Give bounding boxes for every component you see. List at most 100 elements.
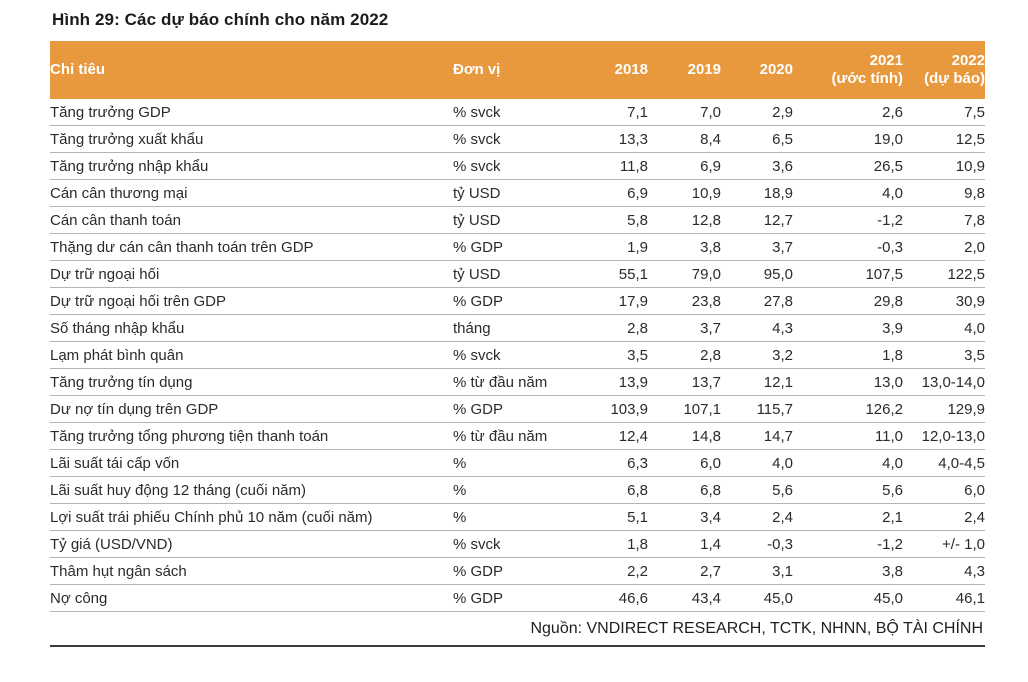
row-indicator: Cán cân thương mại xyxy=(50,179,453,207)
value-2021: 126,2 xyxy=(793,395,903,423)
value-2018: 1,9 xyxy=(568,233,648,261)
table-row: Cán cân thanh toán tỷ USD 5,8 12,8 12,7 -1,2 7… xyxy=(50,206,985,234)
value-2019: 2,8 xyxy=(648,341,721,369)
value-2018: 13,9 xyxy=(568,368,648,396)
value-2021: 3,9 xyxy=(793,314,903,342)
row-indicator: Dư nợ tín dụng trên GDP xyxy=(50,395,453,423)
row-unit: tỷ USD xyxy=(453,260,568,288)
value-2020: 3,6 xyxy=(721,152,793,180)
value-2018: 5,1 xyxy=(568,503,648,531)
value-2022: 4,0 xyxy=(903,314,985,342)
value-2019: 3,7 xyxy=(648,314,721,342)
row-indicator: Lợi suất trái phiếu Chính phủ 10 năm (cu… xyxy=(50,503,453,531)
row-unit: % GDP xyxy=(453,233,568,261)
col-header-2022-forecast: 2022 (dự báo) xyxy=(903,41,985,99)
value-2021: 11,0 xyxy=(793,422,903,450)
value-2019: 1,4 xyxy=(648,530,721,558)
row-indicator: Số tháng nhập khẩu xyxy=(50,314,453,342)
col-header-indicator: Chỉ tiêu xyxy=(50,41,453,99)
value-2019: 14,8 xyxy=(648,422,721,450)
value-2019: 79,0 xyxy=(648,260,721,288)
value-2021: 1,8 xyxy=(793,341,903,369)
value-2019: 6,8 xyxy=(648,476,721,504)
value-2018: 103,9 xyxy=(568,395,648,423)
value-2019: 6,0 xyxy=(648,449,721,477)
value-2022: 12,5 xyxy=(903,125,985,153)
value-2018: 7,1 xyxy=(568,99,648,126)
row-unit: % GDP xyxy=(453,557,568,585)
value-2019: 2,7 xyxy=(648,557,721,585)
table-row: Thâm hụt ngân sách% GDP 2,2 2,7 3,1 3,8 4,3 xyxy=(50,557,985,585)
value-2020: -0,3 xyxy=(721,530,793,558)
row-indicator: Tăng trưởng tín dụng xyxy=(50,368,453,396)
col-header-2021-estimate: 2021 (ước tính) xyxy=(793,41,903,99)
value-2022: 129,9 xyxy=(903,395,985,423)
row-indicator: Dự trữ ngoại hối trên GDP xyxy=(50,287,453,315)
row-indicator: Tăng trưởng tổng phương tiện thanh toán xyxy=(50,422,453,450)
value-2018: 6,9 xyxy=(568,179,648,207)
value-2018: 2,2 xyxy=(568,557,648,585)
value-2020: 5,6 xyxy=(721,476,793,504)
table-row: Tăng trưởng xuất khẩu% svck 13,3 8,4 6,5 19,… xyxy=(50,125,985,153)
source-note: Nguồn: VNDIRECT RESEARCH, TCTK, NHNN, BỘ… xyxy=(50,612,985,647)
value-2020: 3,7 xyxy=(721,233,793,261)
value-2020: 2,4 xyxy=(721,503,793,531)
row-unit: tỷ USD xyxy=(453,179,568,207)
row-unit: tháng xyxy=(453,314,568,342)
row-indicator: Tỷ giá (USD/VND) xyxy=(50,530,453,558)
value-2020: 18,9 xyxy=(721,179,793,207)
table-row: Cán cân thương mại tỷ USD 6,9 10,9 18,9 4,0 9,… xyxy=(50,179,985,207)
figure-title: Hình 29: Các dự báo chính cho năm 2022 xyxy=(52,10,389,29)
value-2022: 13,0-14,0 xyxy=(903,368,985,396)
value-2020: 12,7 xyxy=(721,206,793,234)
value-2020: 3,2 xyxy=(721,341,793,369)
row-unit: % svck xyxy=(453,530,568,558)
value-2019: 3,4 xyxy=(648,503,721,531)
value-2020: 115,7 xyxy=(721,395,793,423)
table-row: Tăng trưởng GDP% svck 7,1 7,0 2,9 2,6 7,5 xyxy=(50,99,985,126)
value-2019: 12,8 xyxy=(648,206,721,234)
value-2019: 7,0 xyxy=(648,99,721,126)
value-2020: 12,1 xyxy=(721,368,793,396)
table-row: Tăng trưởng tín dụng% từ đầu năm 13,9 13,7… xyxy=(50,368,985,396)
value-2021: 3,8 xyxy=(793,557,903,585)
value-2021: 13,0 xyxy=(793,368,903,396)
value-2022: 10,9 xyxy=(903,152,985,180)
value-2020: 45,0 xyxy=(721,584,793,612)
col-header-2020: 2020 xyxy=(721,41,793,99)
value-2018: 6,8 xyxy=(568,476,648,504)
value-2021: 2,1 xyxy=(793,503,903,531)
row-unit: tỷ USD xyxy=(453,206,568,234)
row-unit: % svck xyxy=(453,152,568,180)
value-2022: 12,0-13,0 xyxy=(903,422,985,450)
row-indicator: Cán cân thanh toán xyxy=(50,206,453,234)
table-row: Lãi suất tái cấp vốn% 6,3 6,0 4,0 4,0 4,0-4,5 xyxy=(50,449,985,477)
value-2019: 43,4 xyxy=(648,584,721,612)
table-row: Tỷ giá (USD/VND)% svck 1,8 1,4 -0,3 -1,2 +/- … xyxy=(50,530,985,558)
table-row: Thặng dư cán cân thanh toán trên GDP% GD… xyxy=(50,233,985,261)
value-2022: 4,3 xyxy=(903,557,985,585)
value-2020: 4,3 xyxy=(721,314,793,342)
value-2018: 55,1 xyxy=(568,260,648,288)
value-2022: 122,5 xyxy=(903,260,985,288)
row-unit: % xyxy=(453,449,568,477)
col-header-2022-year: 2022 xyxy=(951,52,985,69)
value-2021: -1,2 xyxy=(793,530,903,558)
table-row: Số tháng nhập khẩu tháng 2,8 3,7 4,3 3,9 4,0 xyxy=(50,314,985,342)
value-2020: 3,1 xyxy=(721,557,793,585)
col-header-2019: 2019 xyxy=(648,41,721,99)
value-2019: 3,8 xyxy=(648,233,721,261)
table-row: Lạm phát bình quân% svck 3,5 2,8 3,2 1,8 3,5 xyxy=(50,341,985,369)
value-2022: 7,8 xyxy=(903,206,985,234)
col-header-2021-year: 2021 xyxy=(869,52,903,69)
table-row: Dư nợ tín dụng trên GDP% GDP 103,9 107,1 11… xyxy=(50,395,985,423)
value-2019: 23,8 xyxy=(648,287,721,315)
value-2020: 14,7 xyxy=(721,422,793,450)
value-2018: 11,8 xyxy=(568,152,648,180)
row-unit: % GDP xyxy=(453,287,568,315)
value-2020: 4,0 xyxy=(721,449,793,477)
row-unit: % từ đầu năm xyxy=(453,422,568,450)
row-indicator: Lạm phát bình quân xyxy=(50,341,453,369)
value-2019: 13,7 xyxy=(648,368,721,396)
value-2021: 26,5 xyxy=(793,152,903,180)
